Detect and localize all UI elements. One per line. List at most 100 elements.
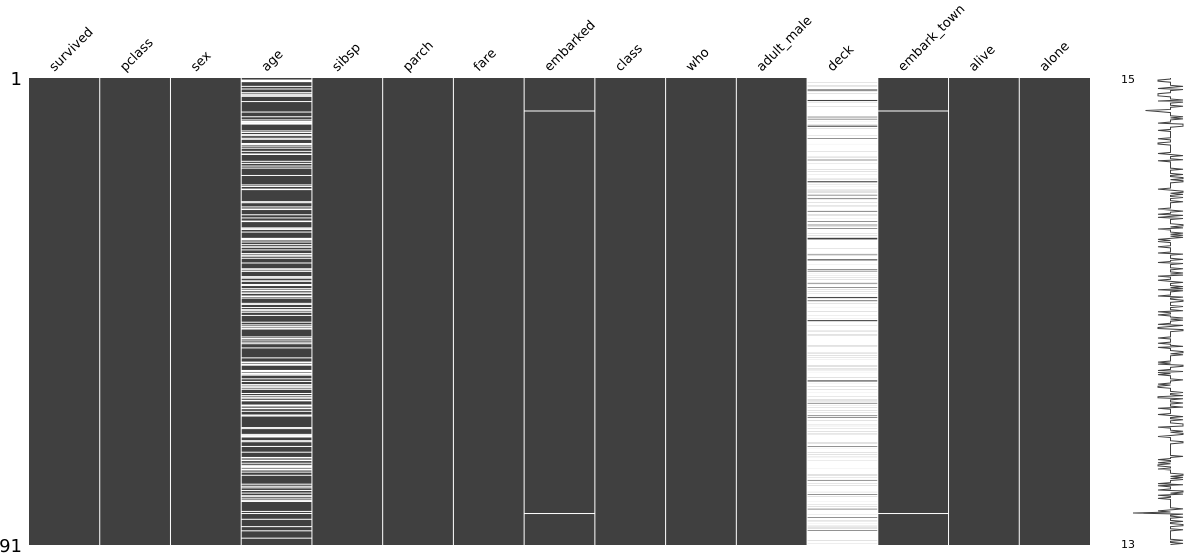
missing-cell-deck [807,356,878,358]
missing-cell-age [241,153,312,155]
missing-cell-deck [807,489,878,491]
missing-cell-age [241,283,312,285]
missing-cell-age [241,464,312,466]
missing-cell-deck [807,451,878,453]
missing-cell-deck [807,304,878,306]
missing-cell-age [241,81,312,83]
missing-cell-deck [807,264,878,266]
missing-cell-deck [807,111,878,113]
missing-cell-deck [807,131,878,133]
missing-cell-age [241,150,312,152]
missing-cell-deck [807,165,878,167]
missing-cell-deck [807,136,878,138]
missing-cell-deck [807,400,878,402]
missing-cell-deck [807,176,878,178]
missing-cell-age [241,214,312,216]
missing-cell-deck [807,542,878,544]
missing-cell-deck [807,243,878,245]
missing-cell-deck [807,210,878,212]
missing-cell-deck [807,167,878,169]
missing-cell-deck [807,87,878,89]
missing-cell-deck [807,275,878,277]
missing-cell-deck [807,203,878,205]
missing-cell-age [241,467,312,469]
missing-cell-deck [807,532,878,534]
missing-cell-embarked [524,110,595,112]
missing-cell-deck [807,332,878,334]
missing-cell-deck [807,207,878,209]
missing-cell-age [241,142,312,144]
missing-cell-deck [807,485,878,487]
missing-cell-deck [807,200,878,202]
missing-cell-deck [807,345,878,347]
missing-cell-deck [807,317,878,319]
missing-cell-age [241,237,312,239]
missing-cell-deck [807,444,878,446]
missing-cell-deck [807,387,878,389]
missing-cell-deck [807,191,878,193]
column-label-pclass: pclass [117,35,156,74]
missing-cell-age [241,469,312,471]
matrix-column-pclass [99,78,171,545]
missing-cell-deck [807,79,878,81]
missing-cell-deck [807,303,878,305]
missing-cell-age [241,386,312,388]
missing-cell-deck [807,256,878,258]
missing-cell-deck [807,281,878,283]
missing-cell-age [241,254,312,256]
missing-cell-age [241,337,312,339]
missing-cell-age [241,436,312,438]
missing-cell-deck [807,142,878,144]
missing-cell-deck [807,518,878,520]
missing-cell-deck [807,276,878,278]
missing-cell-deck [807,162,878,164]
missing-cell-age [241,460,312,462]
missing-cell-deck [807,211,878,213]
missing-cell-age [241,451,312,453]
missing-cell-deck [807,95,878,97]
missing-cell-deck [807,112,878,114]
missing-cell-deck [807,232,878,234]
missing-cell-deck [807,187,878,189]
missing-cell-age [241,399,312,401]
missing-cell-deck [807,327,878,329]
missing-cell-deck [807,517,878,519]
missing-cell-deck [807,469,878,471]
missing-cell-age [241,393,312,395]
missing-cell-deck [807,528,878,530]
missing-cell-age [241,111,312,113]
y-tick-label-bottom: 891 [0,536,22,557]
missing-cell-deck [807,524,878,526]
missing-cell-deck [807,148,878,150]
missing-cell-deck [807,358,878,360]
missing-cell-age [241,415,312,417]
missing-cell-deck [807,151,878,153]
missing-cell-deck [807,385,878,387]
missing-cell-deck [807,227,878,229]
missing-cell-age [241,495,312,497]
missing-cell-deck [807,215,878,217]
missing-cell-deck [807,343,878,345]
missing-cell-deck [807,135,878,137]
missing-cell-deck [807,208,878,210]
column-label-embark-town: embark_town [895,2,968,75]
missing-cell-deck [807,406,878,408]
missing-cell-age [241,92,312,94]
missing-cell-deck [807,396,878,398]
missing-cell-deck [807,448,878,450]
missing-cell-deck [807,499,878,501]
missing-cell-deck [807,253,878,255]
missing-cell-age [241,147,312,149]
missing-cell-deck [807,212,878,214]
missing-cell-deck [807,499,878,501]
missing-cell-deck [807,491,878,493]
missing-cell-deck [807,465,878,467]
missing-cell-deck [807,147,878,149]
missing-cell-deck [807,394,878,396]
missing-cell-deck [807,250,878,252]
column-label-alone: alone [1037,39,1073,75]
missing-cell-deck [807,96,878,98]
missing-cell-deck [807,438,878,440]
missing-cell-age [241,336,312,338]
missing-cell-deck [807,187,878,189]
